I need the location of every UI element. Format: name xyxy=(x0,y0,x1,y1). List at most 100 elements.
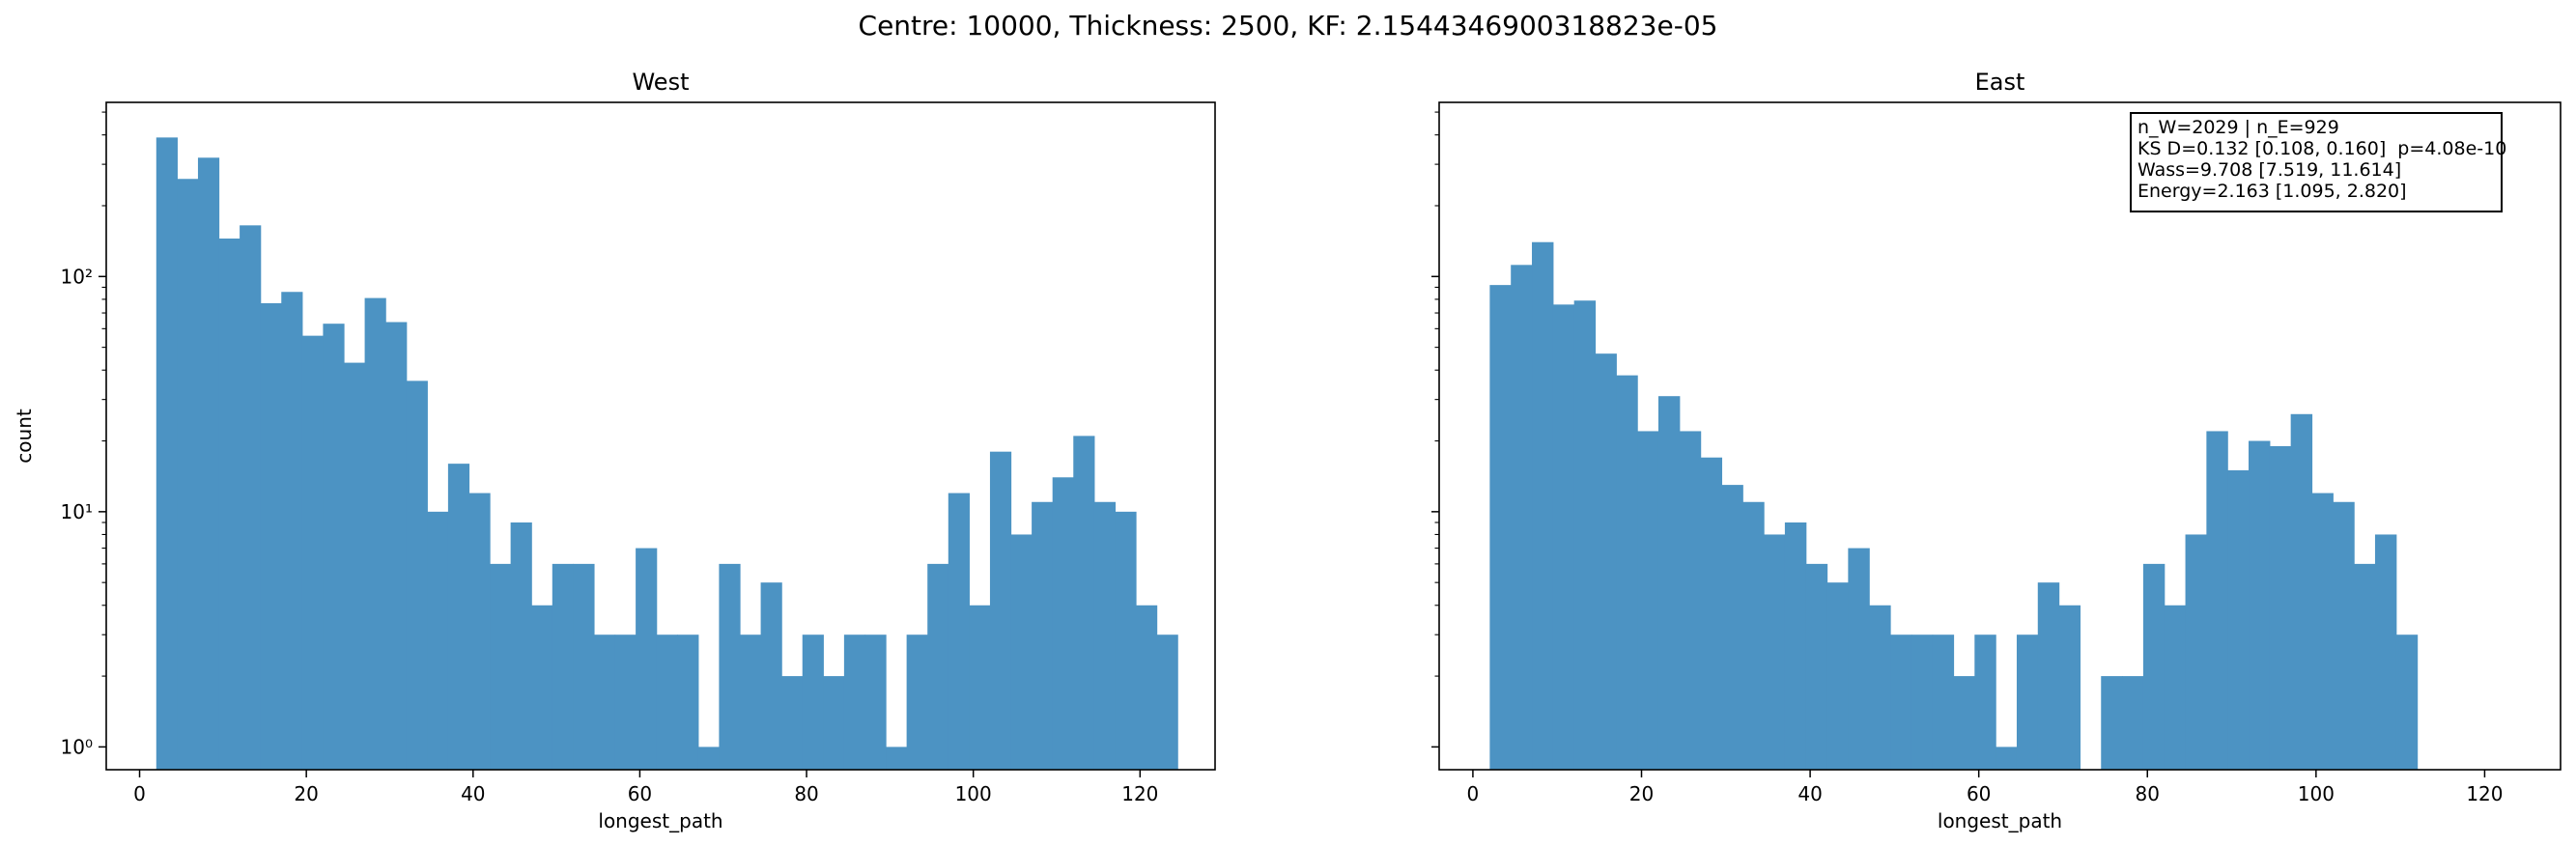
stats-annotation: n_W=2029 | n_E=929 KS D=0.132 [0.108, 0.1… xyxy=(2130,112,2507,212)
histogram-bar xyxy=(843,634,866,770)
histogram-bar xyxy=(260,302,282,770)
histogram-bar xyxy=(636,548,658,770)
x-axis-label: longest_path xyxy=(1938,809,2062,832)
histogram-bar xyxy=(1573,300,1597,770)
histogram-bar xyxy=(156,137,178,771)
histogram-bar xyxy=(948,493,970,770)
histogram-bar xyxy=(1764,534,1786,770)
histogram-bar xyxy=(468,493,491,770)
histogram-bar xyxy=(1616,375,1638,770)
west-panel: 0 20 40 60 80 100 120 10⁰ 10¹ 10² West longest_path… xyxy=(13,69,1216,832)
x-tick-label: 120 xyxy=(2466,782,2503,805)
histogram-bar xyxy=(2142,563,2166,770)
histogram-bar xyxy=(1911,634,1934,770)
x-tick-label: 20 xyxy=(294,782,318,805)
histogram-bar xyxy=(1996,747,2018,770)
x-tick-label: 80 xyxy=(794,782,818,805)
histogram-bar xyxy=(573,563,595,770)
histogram-bar xyxy=(2374,534,2397,770)
x-tick-label: 20 xyxy=(1629,782,1654,805)
histogram-bar xyxy=(614,634,637,770)
histogram-bar xyxy=(2101,676,2123,770)
histogram-bar xyxy=(1093,501,1117,770)
histogram-bar xyxy=(906,634,928,770)
y-tick-label: 10¹ xyxy=(61,500,93,523)
histogram-bar xyxy=(1869,605,1891,770)
histogram-bar xyxy=(2227,469,2250,770)
histogram-bar xyxy=(1595,353,1617,770)
histogram-bar xyxy=(1784,522,1807,770)
histogram-bar xyxy=(344,362,366,770)
histogram-bar xyxy=(1679,431,1702,770)
histogram-bar xyxy=(177,179,199,770)
histogram-bar xyxy=(1826,582,1849,770)
histogram-bar xyxy=(531,605,553,770)
histogram-bar xyxy=(1721,485,1743,770)
histogram-bar xyxy=(719,563,741,770)
histogram-bar xyxy=(1890,634,1912,770)
histogram-bar xyxy=(823,676,845,770)
x-tick-label: 40 xyxy=(461,782,485,805)
x-tick-label: 60 xyxy=(628,782,652,805)
histogram-bar xyxy=(677,634,699,770)
histogram-bar xyxy=(1953,676,1975,770)
east-panel: 0 20 40 60 80 100 120 East longest_path xyxy=(1431,69,2562,832)
histogram-bars xyxy=(156,137,1178,771)
histogram-bar xyxy=(2333,501,2355,770)
x-tick-label: 0 xyxy=(1467,782,1480,805)
histogram-bar xyxy=(1637,431,1659,770)
stats-line-ks: KS D=0.132 [0.108, 0.160] p=4.08e-10 xyxy=(2137,138,2507,159)
histogram-bar xyxy=(2037,582,2060,770)
histogram-bar xyxy=(1156,634,1178,770)
histogram-bar xyxy=(281,292,303,770)
histogram-bar xyxy=(927,563,949,770)
histogram-bar xyxy=(1489,285,1512,770)
histogram-bar xyxy=(1552,304,1575,770)
histogram-bar xyxy=(447,464,470,770)
histogram-bar xyxy=(218,239,241,770)
histogram-bar xyxy=(656,634,678,770)
x-tick-label: 40 xyxy=(1798,782,1822,805)
stats-line-counts: n_W=2029 | n_E=929 xyxy=(2137,117,2339,138)
histogram-bar xyxy=(1511,265,1533,770)
histogram-bar xyxy=(760,582,782,770)
histogram-bar xyxy=(864,634,887,770)
histogram-bar xyxy=(406,381,428,770)
histogram-bar xyxy=(2206,431,2228,770)
histogram-bar xyxy=(1805,563,1828,770)
histogram-bar xyxy=(1010,534,1033,770)
histogram-bar xyxy=(1932,634,1955,770)
histogram-bar xyxy=(969,605,991,770)
histogram-bar xyxy=(1032,501,1054,770)
histogram-bar xyxy=(1848,548,1870,770)
x-tick-label: 60 xyxy=(1967,782,1991,805)
histogram-bar xyxy=(802,634,824,770)
histogram-bar xyxy=(301,335,325,770)
histogram-bar xyxy=(1700,457,1723,770)
x-tick-label: 100 xyxy=(2298,782,2335,805)
histogram-bars xyxy=(1489,241,2419,771)
panel-title: East xyxy=(1975,69,2025,96)
histogram-bar xyxy=(1532,241,1554,771)
histogram-bar xyxy=(886,747,908,770)
histogram-bar xyxy=(697,747,721,770)
histogram-bar xyxy=(1052,477,1074,770)
y-tick-label: 10⁰ xyxy=(61,735,93,758)
histogram-bar xyxy=(2395,634,2419,770)
histogram-bar xyxy=(510,522,532,770)
histogram-bar xyxy=(2311,493,2334,770)
histogram-bar xyxy=(1742,501,1765,770)
histogram-bar xyxy=(2164,605,2187,770)
histogram-bar xyxy=(2058,605,2081,770)
histogram-bar xyxy=(427,511,449,770)
histogram-bar xyxy=(2185,534,2207,770)
x-tick-label: 120 xyxy=(1121,782,1158,805)
histogram-bar xyxy=(552,563,574,770)
figure-title: Centre: 10000, Thickness: 2500, KF: 2.15… xyxy=(858,10,1718,42)
stats-line-wasserstein: Wass=9.708 [7.519, 11.614] xyxy=(2137,159,2402,181)
histogram-bar xyxy=(593,634,616,770)
histogram-bar xyxy=(1657,396,1681,770)
histogram-bar xyxy=(490,563,512,770)
histogram-bar xyxy=(989,451,1012,770)
histogram-bar xyxy=(2354,563,2376,770)
